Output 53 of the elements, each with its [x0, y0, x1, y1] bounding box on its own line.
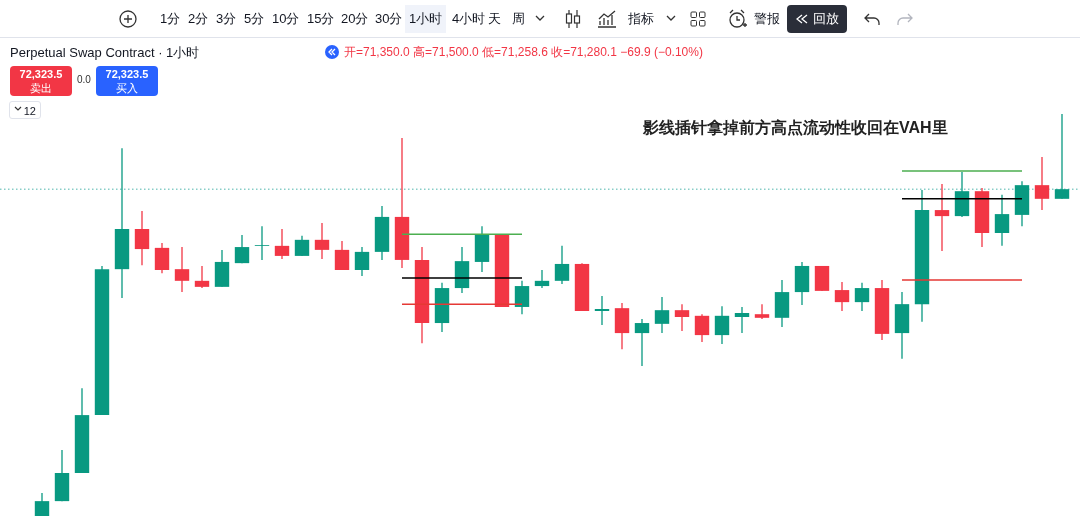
candlestick	[554, 245, 570, 285]
candlestick	[1054, 114, 1070, 200]
candlestick	[754, 303, 770, 320]
candlestick	[734, 306, 750, 334]
candlestick	[354, 246, 370, 277]
text: 72,323.5	[104, 67, 150, 81]
candlestick	[514, 280, 530, 315]
candlestick	[534, 269, 550, 289]
candlestick	[654, 296, 670, 334]
text: 1分	[160, 10, 181, 28]
text: 买入	[115, 81, 139, 95]
candlestick	[294, 235, 310, 257]
candlestick	[334, 240, 350, 271]
candlestick	[254, 225, 270, 261]
text: 指标	[628, 10, 654, 28]
text: 3分	[216, 10, 237, 28]
text: 0.0	[77, 74, 91, 85]
annotation: 12	[9, 101, 41, 119]
text: 卖出	[29, 81, 53, 95]
candlestick	[34, 492, 50, 516]
text: 2分	[188, 10, 209, 28]
text: 警报	[754, 10, 780, 28]
text: 72,323.5	[18, 67, 64, 81]
text: 10分	[272, 10, 300, 28]
candlestick	[934, 183, 950, 252]
candlestick	[714, 305, 730, 345]
candlestick	[1034, 156, 1050, 211]
text: 30分	[375, 10, 403, 28]
chart-title: 影线插针拿掉前方高点流动性收回在VAH里	[643, 118, 948, 138]
candlestick	[994, 194, 1010, 247]
candlestick	[274, 228, 290, 260]
candlestick	[234, 234, 250, 264]
candlestick	[594, 295, 610, 326]
chart-subtitle: Perpetual Swap Contract · 1小时	[10, 44, 200, 62]
text: 回放	[813, 10, 839, 28]
candlestick	[694, 313, 710, 343]
text: 周	[512, 10, 525, 28]
text: 15分	[307, 10, 335, 28]
text: 1小时	[405, 5, 447, 33]
candlestick	[134, 210, 150, 266]
text: 开=71,350.0 高=71,500.0 低=71,258.6 收=71,280.1 −69.9 (−0.10%)	[344, 44, 703, 61]
candlestick	[834, 281, 850, 312]
candlestick	[854, 282, 870, 312]
candlestick	[674, 303, 690, 332]
candlestick	[154, 242, 170, 274]
candlestick	[194, 265, 210, 289]
candlestick	[174, 246, 190, 293]
text: 4小时	[452, 10, 486, 28]
text: 天	[488, 10, 501, 28]
candlestick	[634, 318, 650, 367]
text: 5分	[244, 10, 265, 28]
candlestick	[314, 222, 330, 260]
text: 20分	[341, 10, 369, 28]
